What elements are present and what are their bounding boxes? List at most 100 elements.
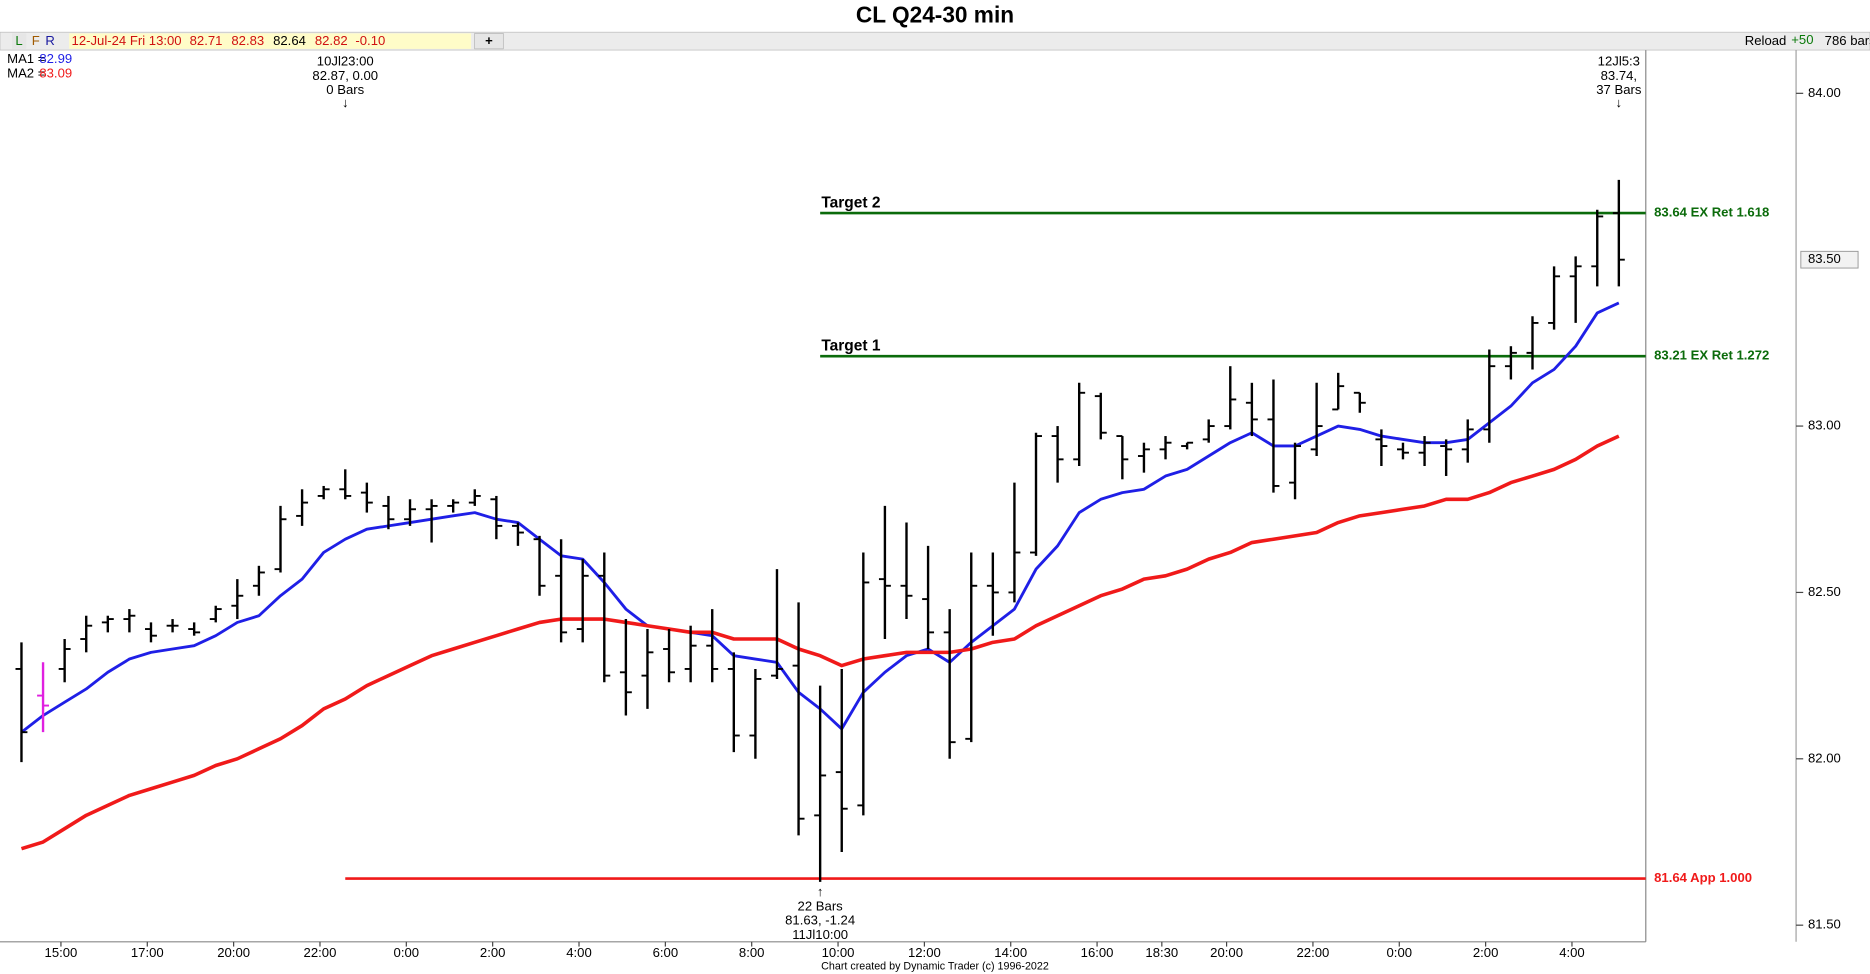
- legend-value: 83.09: [39, 65, 72, 80]
- y-tick-label: 81.50: [1808, 917, 1841, 932]
- ohlc-bar: [58, 639, 71, 683]
- button-label[interactable]: F: [32, 33, 40, 48]
- x-tick-label: 15:00: [45, 945, 78, 960]
- annotation-text: 82.87, 0.00: [312, 68, 378, 83]
- ohlc-bar: [447, 499, 460, 513]
- add-button[interactable]: [474, 33, 504, 50]
- x-tick-label: 17:00: [131, 945, 164, 960]
- ohlc-bar: [922, 545, 935, 650]
- ohlc-bar: [1461, 419, 1474, 463]
- x-tick-label: 16:00: [1081, 945, 1114, 960]
- annotation-text: 12Jl5:3: [1598, 53, 1640, 68]
- ohlc-bar: [145, 622, 157, 643]
- quote-change: -0.10: [355, 33, 385, 48]
- ohlc-bar: [555, 539, 568, 643]
- ohlc-bar: [1008, 482, 1021, 603]
- x-tick-label: 12:00: [908, 945, 941, 960]
- ohlc-bar: [1612, 179, 1625, 287]
- ohlc-bar: [1526, 316, 1539, 370]
- ohlc-bar: [576, 559, 589, 643]
- ohlc-bar: [1310, 382, 1323, 457]
- x-tick-label: 20:00: [1210, 945, 1243, 960]
- ohlc-bar: [252, 565, 265, 596]
- x-tick-label: 4:00: [1559, 945, 1585, 960]
- annotation-text: 81.63, -1.24: [785, 913, 855, 928]
- level-label: 81.64 App 1.000: [1654, 870, 1752, 885]
- button[interactable]: [11, 33, 27, 49]
- level-name: Target 1: [821, 338, 881, 355]
- ohlc-bar: [274, 505, 287, 573]
- level-name: Target 2: [821, 195, 880, 212]
- bars-count: 786 bars: [1825, 33, 1870, 48]
- ohlc-bar: [1332, 372, 1345, 411]
- ohlc-bar: [101, 615, 114, 633]
- ohlc-bar: [900, 522, 913, 620]
- button-label[interactable]: R: [45, 33, 54, 48]
- ohlc-bar: [1375, 429, 1388, 466]
- ohlc-bar: [641, 629, 654, 709]
- ohlc-bar: [1591, 209, 1604, 287]
- ohlc-bar: [835, 668, 848, 852]
- add-button-label[interactable]: +: [485, 33, 493, 48]
- y-tick-label: 84.00: [1808, 85, 1841, 100]
- x-tick-label: 0:00: [394, 945, 420, 960]
- button-label[interactable]: L: [15, 33, 22, 48]
- ohlc-bar: [771, 569, 783, 679]
- legend-name: MA2 =: [7, 65, 46, 80]
- annotation-arrow: ↓: [1616, 95, 1623, 110]
- ohlc-bar: [1548, 266, 1561, 330]
- legend-name: MA1 =: [7, 51, 46, 66]
- annotation-text: 10Jl23:00: [317, 53, 374, 68]
- ohlc-bar: [1267, 379, 1280, 493]
- ohlc-bar: [490, 495, 503, 540]
- annotation-text: 37 Bars: [1596, 82, 1642, 97]
- ohlc-bar: [511, 522, 524, 546]
- y-tick-label: 82.00: [1808, 750, 1841, 765]
- ohlc-bar: [684, 625, 697, 683]
- annotation-text: 83.74,: [1601, 68, 1637, 83]
- ohlc-bar: [1181, 441, 1194, 450]
- ohlc-bar: [1289, 442, 1302, 500]
- ohlc-bar: [1051, 426, 1064, 483]
- quote-box: [69, 33, 472, 49]
- ohlc-bar: [317, 485, 330, 500]
- ohlc-bar: [37, 662, 50, 733]
- ohlc-bar: [1030, 432, 1042, 556]
- ohlc-bar: [943, 609, 956, 759]
- annotation-text: 0 Bars: [326, 82, 364, 97]
- reload-button[interactable]: Reload: [1745, 33, 1787, 48]
- ohlc-bar: [1504, 346, 1517, 380]
- ohlc-bar: [468, 489, 481, 506]
- ohlc-bar: [749, 668, 762, 759]
- x-tick-label: 22:00: [304, 945, 337, 960]
- x-tick-label: 14:00: [994, 945, 1027, 960]
- ohlc-bar: [1073, 382, 1086, 466]
- ohlc-bar: [1224, 366, 1237, 430]
- ohlc-bar: [1137, 442, 1150, 473]
- ohlc-bar: [1159, 436, 1172, 460]
- reload-step[interactable]: +50: [1791, 32, 1813, 47]
- x-tick-label: 0:00: [1387, 945, 1413, 960]
- quote-close: 82.82: [315, 33, 348, 48]
- x-tick-label: 8:00: [739, 945, 765, 960]
- ohlc-bar: [1397, 442, 1409, 460]
- last-price-label: 83.50: [1808, 251, 1841, 266]
- x-tick-label: 2:00: [480, 945, 506, 960]
- x-tick-label: 18:30: [1145, 945, 1178, 960]
- level-label: 83.64 EX Ret 1.618: [1654, 205, 1769, 220]
- ohlc-bar: [166, 619, 179, 633]
- ohlc-bar: [986, 552, 999, 636]
- ohlc-bar: [533, 535, 546, 596]
- legend-value: 82.99: [39, 51, 72, 66]
- y-tick-label: 82.50: [1808, 584, 1841, 599]
- ohlc-bar: [296, 489, 309, 526]
- ohlc-bar: [1202, 419, 1215, 443]
- ohlc-bar: [360, 482, 373, 513]
- footer: Chart created by Dynamic Trader (c) 1996…: [821, 961, 1049, 973]
- ohlc-bar: [663, 629, 676, 683]
- ma-line: [20, 434, 1620, 851]
- ohlc-bar: [1418, 436, 1431, 466]
